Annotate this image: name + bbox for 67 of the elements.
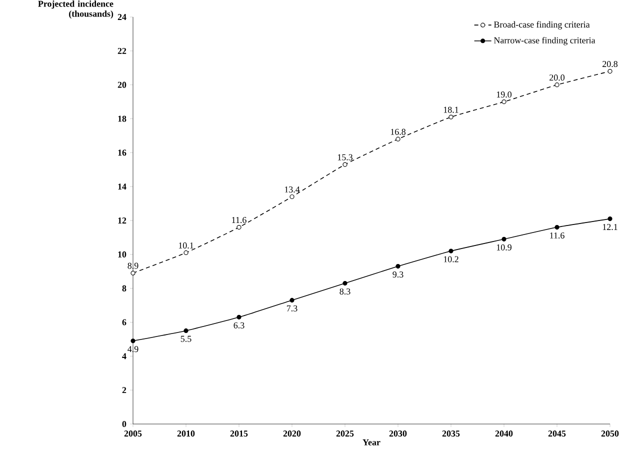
point xyxy=(608,68,612,74)
data-label: 6.3 xyxy=(234,322,244,328)
point xyxy=(448,248,454,254)
point xyxy=(608,216,612,222)
data-label: 11.6 xyxy=(550,232,564,239)
point xyxy=(342,280,348,286)
point xyxy=(502,99,506,104)
x-tick-label: 2045 xyxy=(548,430,566,437)
data-label: 9.3 xyxy=(392,271,404,278)
legend-label: Narrow-case finding criteria xyxy=(494,36,596,46)
data-label: 11.6 xyxy=(232,217,246,224)
data-label: 8.9 xyxy=(128,262,138,269)
point xyxy=(448,114,454,120)
data-label: 15.3 xyxy=(338,154,353,160)
x-tick-label: 2035 xyxy=(442,430,460,437)
y-tick-label: 20 xyxy=(118,82,126,88)
point xyxy=(236,224,242,230)
x-tick-label: 2025 xyxy=(336,430,354,437)
data-label: 18.1 xyxy=(444,106,458,113)
x-tick-label: 2010 xyxy=(177,430,195,437)
y-tick-label: 18 xyxy=(118,116,126,122)
y-tick-label: 16 xyxy=(118,150,126,156)
data-label: 16.8 xyxy=(390,128,406,135)
data-label: 13.4 xyxy=(284,186,300,193)
point xyxy=(290,194,294,200)
x-tick-label: 2050 xyxy=(601,430,619,437)
x-tick-label: 2040 xyxy=(495,430,513,437)
data-label: 10.2 xyxy=(444,256,458,262)
point xyxy=(236,314,242,320)
data-label: 20.0 xyxy=(550,74,565,81)
y-tick-label: 22 xyxy=(118,48,126,54)
data-label: 19.0 xyxy=(496,91,512,98)
point xyxy=(342,162,348,167)
legend-label: Broad-case finding criteria xyxy=(494,21,590,30)
point xyxy=(290,298,294,303)
data-label: 4.9 xyxy=(128,346,138,352)
point xyxy=(396,264,400,269)
data-label: 10.9 xyxy=(496,244,512,250)
data-label: 8.3 xyxy=(340,288,350,295)
point xyxy=(554,224,560,230)
x-tick-label: 2005 xyxy=(124,430,142,437)
x-axis-title: Year xyxy=(362,439,380,446)
data-label: 12.1 xyxy=(602,224,618,230)
y-tick-label: 6 xyxy=(122,319,126,326)
y-tick-label: 8 xyxy=(122,285,126,292)
data-label: 7.3 xyxy=(286,305,298,312)
y-axis-title: Projected incidence (thousands) xyxy=(38,0,114,19)
point xyxy=(184,250,188,256)
data-label: 5.5 xyxy=(180,336,192,342)
y-tick-label: 12 xyxy=(118,218,126,224)
point xyxy=(502,236,506,242)
data-label: 10.1 xyxy=(178,242,194,249)
y-tick-label: 24 xyxy=(118,14,126,20)
y-tick-label: 10 xyxy=(118,251,126,258)
point xyxy=(184,328,188,334)
x-tick-label: 2030 xyxy=(389,430,407,437)
point xyxy=(396,136,400,142)
point xyxy=(130,270,136,276)
y-tick-label: 2 xyxy=(122,387,126,394)
y-tick-label: 4 xyxy=(122,353,126,360)
data-label: 20.8 xyxy=(602,60,618,68)
x-tick-label: 2020 xyxy=(283,430,301,437)
point xyxy=(130,338,136,344)
y-tick-label: 0 xyxy=(122,420,126,428)
point xyxy=(554,82,560,88)
y-tick-label: 14 xyxy=(118,184,126,190)
x-tick-label: 2015 xyxy=(230,430,248,437)
